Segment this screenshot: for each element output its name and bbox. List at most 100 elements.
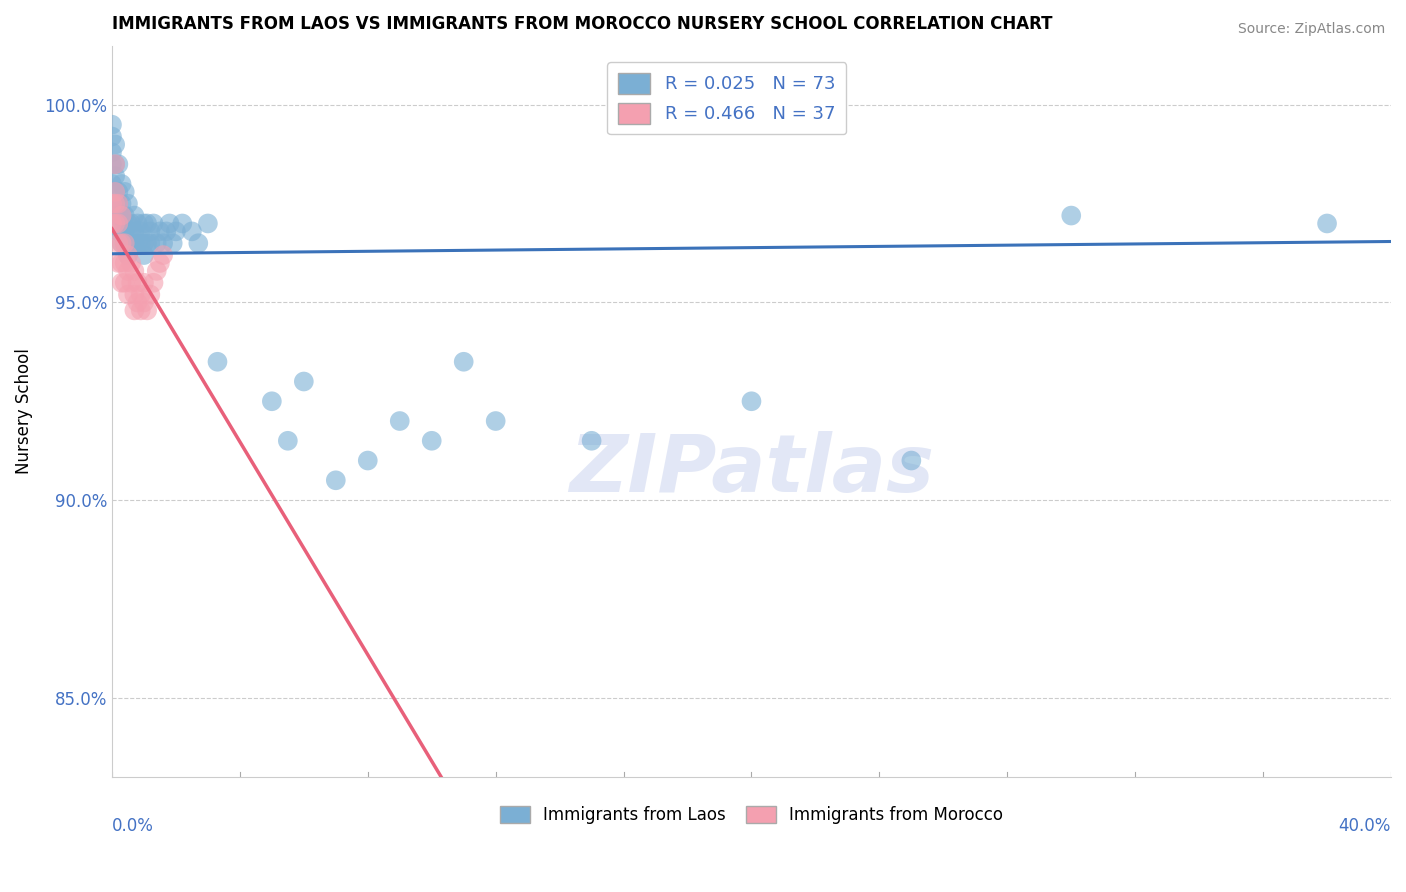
Point bbox=[110, 256, 132, 270]
Point bbox=[165, 224, 187, 238]
Point bbox=[117, 287, 139, 301]
Point bbox=[114, 276, 136, 290]
Text: 40.0%: 40.0% bbox=[1339, 817, 1391, 835]
Point bbox=[388, 414, 411, 428]
Point bbox=[120, 224, 142, 238]
Point bbox=[120, 276, 142, 290]
Point bbox=[104, 185, 127, 199]
Point bbox=[127, 295, 149, 310]
Text: Source: ZipAtlas.com: Source: ZipAtlas.com bbox=[1237, 22, 1385, 37]
Point bbox=[139, 224, 162, 238]
Point bbox=[101, 145, 124, 160]
Point bbox=[132, 295, 155, 310]
Point bbox=[104, 169, 127, 183]
Point bbox=[104, 196, 127, 211]
Point bbox=[129, 236, 152, 251]
Point bbox=[740, 394, 762, 409]
Point bbox=[117, 236, 139, 251]
Point bbox=[107, 157, 129, 171]
Point bbox=[129, 287, 152, 301]
Point bbox=[110, 224, 132, 238]
Point bbox=[117, 196, 139, 211]
Point bbox=[136, 217, 159, 231]
Y-axis label: Nursery School: Nursery School bbox=[15, 348, 32, 474]
Point bbox=[162, 236, 184, 251]
Point bbox=[101, 157, 124, 171]
Point bbox=[101, 177, 124, 191]
Point bbox=[132, 276, 155, 290]
Point bbox=[142, 276, 165, 290]
Text: 0.0%: 0.0% bbox=[112, 817, 153, 835]
Point bbox=[110, 276, 132, 290]
Point bbox=[107, 209, 129, 223]
Point bbox=[110, 209, 132, 223]
Point bbox=[325, 473, 347, 487]
Point bbox=[101, 196, 124, 211]
Point bbox=[120, 256, 142, 270]
Point bbox=[136, 236, 159, 251]
Point bbox=[132, 217, 155, 231]
Point bbox=[120, 217, 142, 231]
Point bbox=[127, 236, 149, 251]
Point bbox=[132, 236, 155, 251]
Point bbox=[107, 256, 129, 270]
Point bbox=[124, 224, 146, 238]
Point bbox=[197, 217, 219, 231]
Point bbox=[420, 434, 443, 448]
Point bbox=[101, 129, 124, 144]
Point bbox=[107, 224, 129, 238]
Point bbox=[117, 264, 139, 278]
Legend: Immigrants from Laos, Immigrants from Morocco: Immigrants from Laos, Immigrants from Mo… bbox=[494, 799, 1010, 830]
Point bbox=[104, 157, 127, 171]
Point bbox=[120, 236, 142, 251]
Point bbox=[581, 434, 603, 448]
Point bbox=[114, 256, 136, 270]
Point bbox=[900, 453, 922, 467]
Point bbox=[485, 414, 508, 428]
Point bbox=[357, 453, 380, 467]
Point bbox=[107, 196, 129, 211]
Point bbox=[104, 157, 127, 171]
Point bbox=[1316, 217, 1339, 231]
Point bbox=[159, 217, 181, 231]
Point bbox=[117, 217, 139, 231]
Point bbox=[110, 236, 132, 251]
Point bbox=[260, 394, 283, 409]
Point bbox=[127, 217, 149, 231]
Point bbox=[114, 236, 136, 251]
Point bbox=[104, 137, 127, 152]
Point bbox=[172, 217, 194, 231]
Point bbox=[149, 224, 172, 238]
Point bbox=[1060, 209, 1083, 223]
Point bbox=[149, 256, 172, 270]
Point bbox=[129, 224, 152, 238]
Point bbox=[145, 264, 167, 278]
Point bbox=[132, 248, 155, 262]
Point bbox=[117, 248, 139, 262]
Point bbox=[124, 264, 146, 278]
Point bbox=[104, 185, 127, 199]
Point bbox=[114, 236, 136, 251]
Point bbox=[155, 224, 177, 238]
Point bbox=[107, 236, 129, 251]
Point bbox=[114, 224, 136, 238]
Point bbox=[107, 196, 129, 211]
Point bbox=[152, 248, 174, 262]
Point bbox=[124, 303, 146, 318]
Point bbox=[110, 209, 132, 223]
Point bbox=[124, 287, 146, 301]
Point bbox=[110, 236, 132, 251]
Point bbox=[124, 236, 146, 251]
Point bbox=[104, 209, 127, 223]
Point bbox=[124, 209, 146, 223]
Point bbox=[101, 217, 124, 231]
Point bbox=[114, 209, 136, 223]
Point bbox=[453, 355, 475, 369]
Point bbox=[114, 185, 136, 199]
Point bbox=[127, 276, 149, 290]
Point bbox=[136, 303, 159, 318]
Point bbox=[117, 248, 139, 262]
Point bbox=[110, 177, 132, 191]
Point bbox=[292, 375, 315, 389]
Point bbox=[180, 224, 202, 238]
